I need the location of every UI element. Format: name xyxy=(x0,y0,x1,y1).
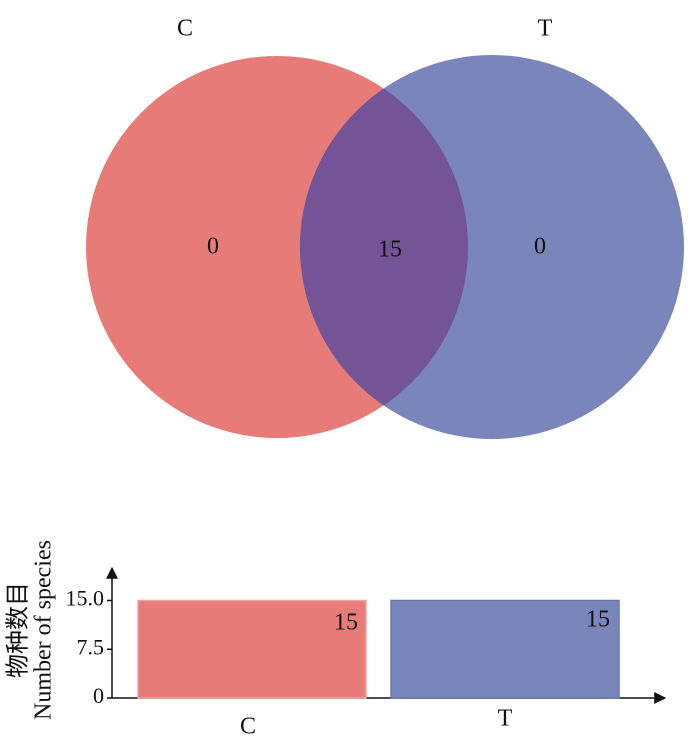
x-tick-label: T xyxy=(498,706,513,732)
value-label: 15 xyxy=(334,610,358,636)
region-count: 15 xyxy=(378,237,402,263)
set-label: T xyxy=(538,16,553,42)
y-tick-label: 7.5 xyxy=(77,634,105,659)
y-tick-label: 15.0 xyxy=(66,586,105,611)
set-label: C xyxy=(177,16,193,42)
y-axis-label: 物种数目 xyxy=(5,582,32,678)
bar xyxy=(137,599,367,699)
x-tick-label: C xyxy=(240,714,256,740)
y-tick-label: 0 xyxy=(93,683,104,708)
region-count: 0 xyxy=(534,234,546,260)
bar xyxy=(390,599,620,699)
region-count: 0 xyxy=(207,234,219,260)
value-label: 15 xyxy=(586,607,610,633)
overlap xyxy=(300,56,468,438)
y-axis-label: Number of species xyxy=(31,540,57,720)
